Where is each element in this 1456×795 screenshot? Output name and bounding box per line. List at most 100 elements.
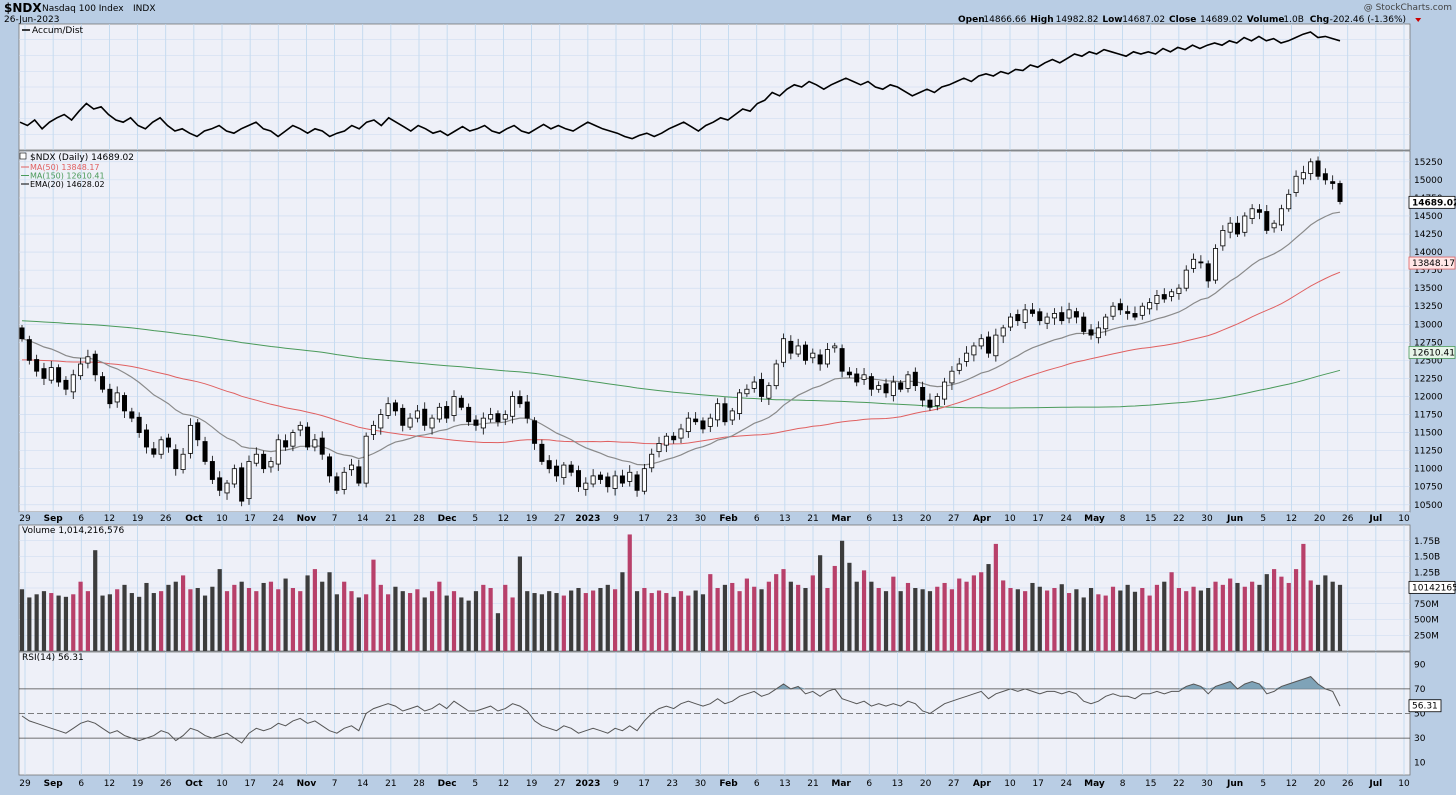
candle-body: [202, 441, 208, 462]
volume-bar: [656, 590, 662, 651]
candle-body: [1000, 327, 1006, 337]
volume-bar: [429, 591, 435, 651]
candle-body: [729, 410, 735, 421]
x-tick-label: 17: [638, 779, 649, 789]
volume-bar: [1184, 591, 1189, 651]
candle-body: [1176, 287, 1182, 294]
volume-bar: [356, 597, 361, 651]
candle-body: [283, 440, 289, 448]
candle-body: [217, 477, 223, 491]
volume-bar: [569, 590, 574, 651]
rsi-legend: RSI(14) 56.31: [22, 653, 84, 663]
volume-bar: [766, 581, 771, 651]
volume-bar: [71, 594, 76, 651]
x-tick-label: 23: [667, 514, 678, 524]
candle-body: [114, 392, 120, 403]
candle-body: [722, 403, 728, 423]
x-tick-label: Feb: [719, 779, 738, 789]
volume-bar: [312, 569, 317, 651]
candle-body: [1022, 309, 1028, 323]
volume-bar: [371, 559, 376, 651]
candle-body: [100, 376, 106, 390]
candle-body: [641, 468, 647, 492]
volume-bar: [202, 595, 208, 651]
volume-bar: [188, 589, 193, 651]
candle-body: [488, 414, 494, 420]
x-tick-label: 27: [948, 779, 959, 789]
volume-bar: [19, 589, 25, 651]
volume-bar: [1023, 591, 1028, 651]
volume-bar: [1272, 569, 1277, 651]
x-tick-label: Mar: [831, 779, 851, 789]
volume-bar: [517, 556, 523, 651]
x-tick-label: 12: [104, 514, 115, 524]
candle-body: [678, 428, 684, 439]
volume-bar: [327, 572, 332, 651]
candle-body: [436, 406, 442, 420]
x-tick-label: 30: [1201, 779, 1213, 789]
volume-bar: [63, 596, 69, 651]
volume-bar: [1015, 589, 1020, 651]
candle-body: [224, 482, 230, 494]
volume-bar: [1008, 588, 1013, 651]
ohlc-value: 14687.02: [1122, 15, 1165, 25]
candle-body: [26, 339, 32, 361]
candle-body: [1154, 294, 1160, 304]
volume-bar: [898, 591, 903, 651]
volume-bar: [774, 574, 779, 651]
volume-bar: [473, 591, 479, 651]
candle-body: [1315, 160, 1321, 177]
x-tick-label: 6: [754, 514, 760, 524]
candle-body: [898, 382, 904, 390]
x-tick-label: 28: [413, 779, 425, 789]
ohlc-label: Volume: [1247, 15, 1285, 25]
candle-body: [458, 397, 464, 408]
candle-body: [1015, 314, 1021, 322]
x-tick-label: Jul: [1368, 514, 1382, 524]
candle-body: [1337, 183, 1343, 202]
x-tick-label: Oct: [185, 779, 203, 789]
volume-bar: [224, 591, 230, 651]
candle-body: [495, 413, 501, 423]
volume-bar: [159, 591, 164, 651]
price-tick-label: 14250: [1414, 230, 1443, 240]
candle-body: [971, 345, 977, 356]
candle-body: [1008, 316, 1014, 328]
candle-body: [48, 367, 54, 381]
candle-body: [1308, 161, 1314, 174]
candle-body: [846, 371, 852, 376]
ma50-line: [22, 271, 1341, 445]
candle-body: [414, 410, 420, 419]
rsi-tick-label: 30: [1414, 734, 1426, 744]
volume-bar: [832, 565, 837, 651]
x-tick-label: Sep: [44, 779, 64, 789]
x-tick-label: 13: [892, 779, 903, 789]
price-tick-label: 10750: [1414, 483, 1443, 493]
volume-bar: [1250, 581, 1255, 651]
x-axis-band: [19, 777, 1410, 789]
x-tick-label: Feb: [719, 514, 738, 524]
volume-bar: [437, 581, 442, 651]
candle-body: [663, 435, 669, 446]
volume-bar: [239, 581, 244, 651]
volume-tick-label: 1.75B: [1414, 537, 1440, 547]
candle-body: [1242, 215, 1248, 233]
volume-bar: [276, 589, 281, 651]
x-tick-label: 17: [638, 514, 649, 524]
x-tick-label: 22: [1173, 514, 1184, 524]
volume-bar: [642, 588, 647, 651]
candle-body: [737, 392, 743, 414]
volume-bar: [1059, 584, 1064, 651]
volume-bar: [122, 584, 127, 651]
volume-bar: [1081, 597, 1086, 651]
x-tick-label: 30: [695, 514, 707, 524]
price-tick-label: 15250: [1414, 158, 1443, 168]
volume-bar: [576, 588, 581, 651]
x-tick-label: 13: [892, 514, 903, 524]
rsi-tick-label: 70: [1414, 685, 1426, 695]
volume-bar: [730, 582, 735, 651]
volume-bar: [246, 588, 252, 651]
volume-bar: [693, 590, 698, 651]
volume-bar: [964, 581, 969, 651]
candle-body: [312, 439, 318, 448]
